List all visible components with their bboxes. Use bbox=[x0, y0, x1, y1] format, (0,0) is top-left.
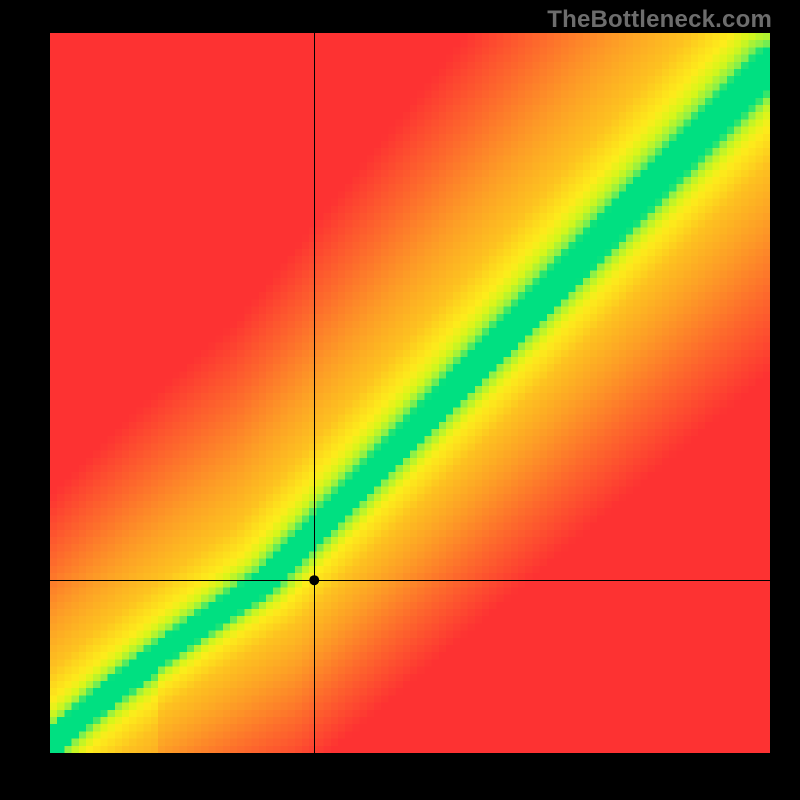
bottleneck-heatmap bbox=[50, 33, 770, 753]
crosshair-horizontal bbox=[50, 580, 770, 581]
watermark-text: TheBottleneck.com bbox=[547, 6, 772, 34]
crosshair-vertical bbox=[314, 33, 315, 753]
